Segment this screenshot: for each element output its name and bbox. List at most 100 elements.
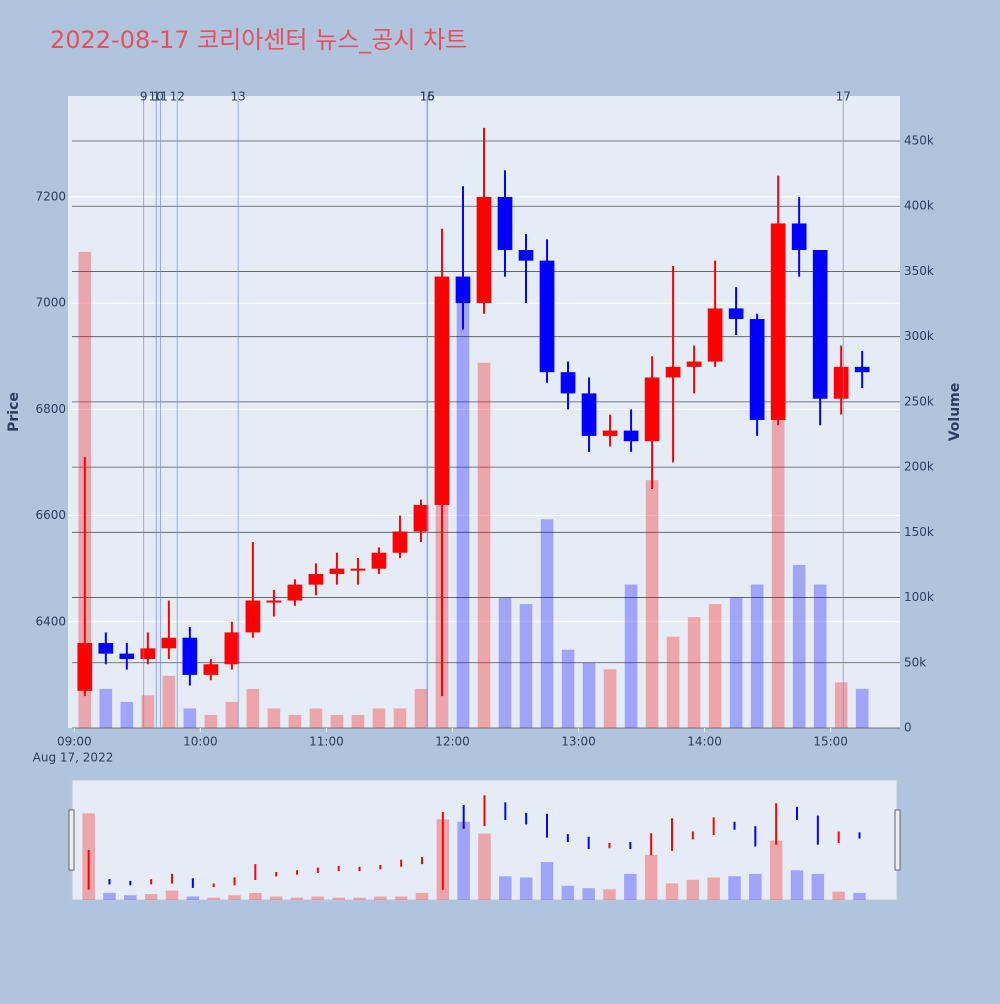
volume-bar: [603, 669, 617, 728]
x-date-label: Aug 17, 2022: [33, 751, 114, 765]
y2-tick-label: 450k: [904, 134, 934, 148]
slider-volume-bar: [665, 883, 679, 900]
candle-body: [203, 664, 219, 675]
candle-body: [602, 430, 618, 436]
slider-volume-bar: [853, 892, 866, 900]
volume-bar: [750, 584, 764, 728]
x-tick-label: 11:00: [309, 735, 344, 749]
slider-volume-bar: [499, 876, 512, 900]
event-label: 12: [170, 90, 185, 104]
volume-bar: [666, 636, 680, 728]
range-handle[interactable]: [894, 809, 901, 871]
volume-bar: [120, 701, 134, 728]
volume-bar: [162, 675, 176, 728]
candle-body: [329, 568, 345, 574]
volume-bar: [498, 597, 512, 728]
slider-volume-bar: [374, 896, 387, 900]
volume-bar: [834, 682, 848, 728]
slider-volume-bar: [249, 892, 262, 900]
slider-volume-bar: [811, 873, 825, 900]
volume-bar: [771, 401, 785, 728]
candle-body: [287, 584, 303, 601]
candle-body: [728, 308, 744, 320]
y2-tick-label: 100k: [904, 590, 934, 604]
candle-body: [119, 653, 135, 659]
volume-bar: [561, 649, 575, 728]
candle-body: [539, 260, 555, 373]
slider-volume-bar: [290, 897, 304, 900]
volume-bar: [393, 708, 407, 728]
candle-body: [770, 223, 786, 420]
slider-volume-bar: [415, 892, 429, 900]
slider-volume-bar: [749, 873, 762, 900]
slider-volume-bar: [311, 896, 325, 900]
candle-body: [812, 250, 828, 399]
x-tick-label: 13:00: [561, 735, 596, 749]
volume-bar: [99, 688, 113, 728]
y-tick-label: 6800: [35, 402, 66, 416]
slider-volume-bar: [165, 890, 179, 900]
y2-tick-label: 50k: [904, 655, 926, 669]
candle-body: [224, 632, 240, 665]
slider-volume-bar: [728, 876, 741, 900]
candle-body: [833, 366, 849, 399]
candle-body: [266, 600, 282, 603]
y-tick-label: 6600: [35, 508, 66, 522]
y2-tick-label: 300k: [904, 329, 934, 343]
slider-volume-bar: [353, 897, 366, 900]
volume-bar: [204, 714, 218, 728]
y2-tick-label: 200k: [904, 460, 934, 474]
slider-volume-bar: [394, 896, 408, 900]
candle-body: [518, 250, 534, 261]
volume-bar: [729, 597, 743, 728]
x-tick-label: 12:00: [435, 735, 470, 749]
event-label: 9: [140, 90, 148, 104]
volume-bar: [540, 519, 554, 728]
y2-tick-label: 250k: [904, 394, 934, 408]
slider-volume-bar: [624, 873, 637, 900]
event-label: 13: [231, 90, 246, 104]
candle-body: [623, 430, 639, 442]
candle-body: [665, 366, 681, 378]
candle-body: [308, 573, 324, 585]
volume-bar: [792, 564, 806, 728]
volume-bar: [246, 688, 260, 728]
candle-body: [434, 276, 450, 505]
candle-body: [791, 223, 807, 251]
volume-bar: [855, 688, 869, 728]
slider-volume-bar: [478, 833, 491, 900]
y2-axis-title: Volume: [947, 383, 963, 442]
event-label: 17: [836, 90, 851, 104]
y-tick-label: 6400: [35, 614, 66, 628]
candle-body: [371, 552, 387, 569]
x-tick-label: 10:00: [183, 735, 218, 749]
slider-volume-bar: [124, 895, 137, 900]
candle-body: [686, 361, 702, 367]
volume-bar: [372, 708, 386, 728]
y2-tick-label: 350k: [904, 264, 934, 278]
slider-volume-bar: [207, 897, 220, 900]
slider-volume-bar: [769, 840, 783, 900]
volume-bar: [624, 584, 638, 728]
volume-bar: [582, 662, 596, 728]
volume-bar: [183, 708, 197, 728]
slider-volume-bar: [540, 862, 554, 900]
candle-body: [350, 568, 366, 571]
slider-volume-bar: [582, 888, 595, 900]
candle-body: [98, 643, 114, 654]
y2-tick-label: 150k: [904, 525, 934, 539]
slider-volume-bar: [332, 897, 345, 900]
volume-bar: [351, 714, 365, 728]
volume-bar: [456, 297, 470, 728]
slider-volume-bar: [561, 885, 575, 900]
slider-volume-bar: [269, 896, 283, 900]
candle-body: [77, 643, 93, 691]
slider-volume-bar: [832, 891, 845, 900]
event-label: 16: [420, 90, 435, 104]
range-handle[interactable]: [68, 809, 75, 871]
candle-body: [245, 600, 261, 633]
slider-volume-bar: [519, 877, 533, 900]
volume-bar: [141, 695, 155, 728]
x-tick-label: 09:00: [57, 735, 92, 749]
